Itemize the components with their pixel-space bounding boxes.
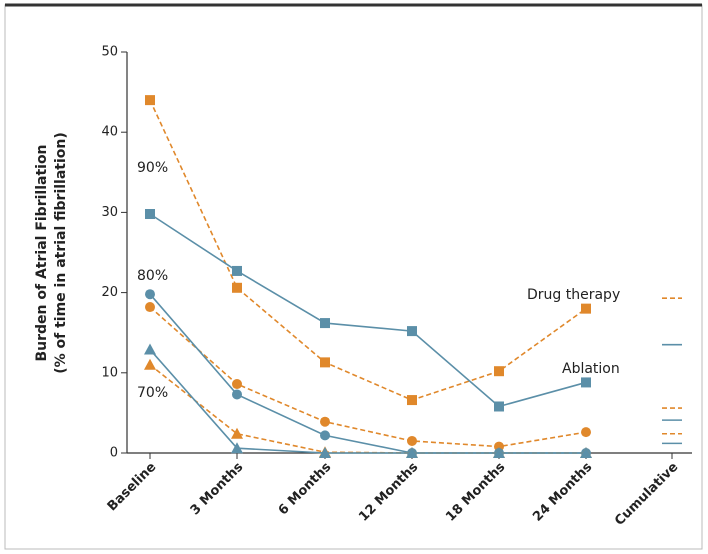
y-tick-label: 0 — [110, 446, 118, 461]
marker — [494, 401, 504, 412]
marker — [232, 379, 242, 390]
marker — [319, 447, 331, 458]
marker — [581, 303, 591, 314]
marker — [232, 265, 242, 276]
marker — [231, 442, 243, 454]
marker — [145, 289, 155, 300]
marker — [320, 416, 330, 427]
y-axis-label: Burden of Atrial Fibrillation — [34, 144, 50, 361]
y-tick-label: 50 — [101, 45, 118, 60]
marker — [407, 435, 417, 446]
marker — [144, 358, 156, 370]
marker — [320, 318, 330, 329]
annotation: Drug therapy — [527, 287, 620, 303]
frame — [4, 4, 703, 550]
annotation: 90% — [137, 160, 168, 176]
marker — [580, 447, 592, 458]
annotation: Ablation — [562, 361, 620, 377]
marker — [232, 282, 242, 293]
marker — [231, 427, 243, 439]
marker — [493, 447, 505, 458]
marker — [232, 389, 242, 400]
y-tick-label: 10 — [101, 365, 118, 380]
marker — [320, 430, 330, 441]
marker — [406, 447, 418, 458]
marker — [581, 377, 591, 388]
marker — [144, 343, 156, 355]
marker — [407, 326, 417, 337]
y-tick-label: 40 — [101, 125, 118, 140]
series-line — [149, 213, 587, 408]
marker — [145, 209, 155, 220]
annotation: 70% — [137, 385, 168, 401]
marker — [145, 95, 155, 106]
series-line — [149, 349, 586, 454]
annotation: 80% — [137, 268, 168, 284]
y-tick-label: 20 — [101, 285, 118, 300]
y-tick-label: 30 — [101, 205, 118, 220]
marker — [320, 357, 330, 368]
marker — [145, 302, 155, 313]
marker — [494, 366, 504, 377]
marker — [407, 395, 417, 406]
marker — [581, 427, 591, 438]
y-axis-label: (% of time in atrial fibrillation) — [53, 132, 69, 374]
series-line — [149, 99, 587, 401]
series-line — [149, 306, 587, 448]
